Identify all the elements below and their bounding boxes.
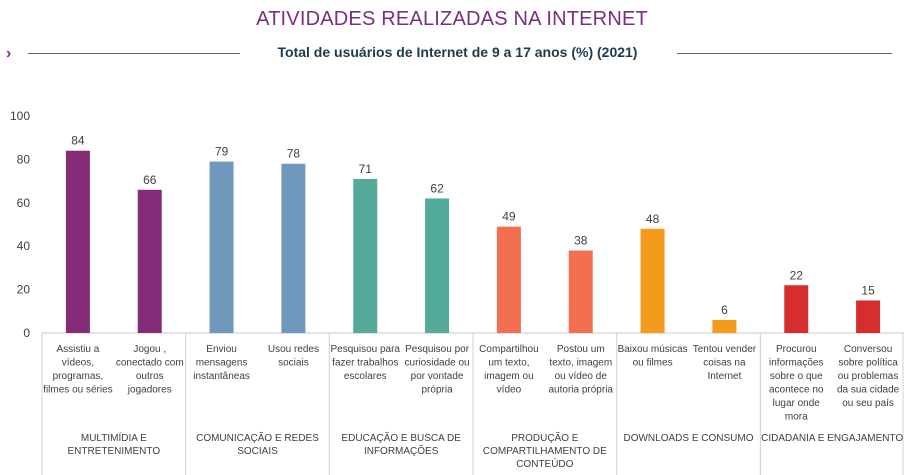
header-rule-right	[677, 53, 892, 54]
group-label: CIDADANIA E ENGAJAMENTO	[761, 433, 903, 444]
group-label: DOWNLOADS E CONSUMO	[623, 433, 753, 444]
y-tick-label: 100	[10, 109, 30, 123]
bar	[496, 226, 521, 333]
bar	[281, 163, 306, 333]
category-label: Tentou vender coisas na Internet	[693, 344, 757, 382]
bar	[425, 198, 450, 333]
y-tick-label: 60	[17, 196, 31, 210]
y-tick-label: 0	[23, 326, 30, 340]
category-label: Assistiu a vídeos, programas, filmes ou sér…	[43, 344, 112, 396]
category-label: Enviou mensagens instantâneas	[193, 344, 250, 382]
bar	[784, 285, 809, 333]
bar	[209, 161, 234, 333]
data-label: 49	[502, 210, 516, 224]
bar	[568, 250, 593, 333]
category-label: Postou um texto, imagem ou vídeo de autoria…	[549, 344, 614, 396]
data-label: 38	[574, 234, 588, 248]
data-label: 15	[861, 283, 875, 297]
data-label: 48	[646, 212, 660, 226]
header-rule-left	[28, 53, 240, 54]
category-label: Baixou músicas ou filmes	[618, 344, 688, 369]
group-label: PRODUÇÃO E COMPARTILHAMENTO DE CONTEÚDO	[483, 431, 607, 470]
data-label: 79	[215, 145, 229, 159]
data-label: 62	[430, 181, 444, 195]
group-label: MULTIMÍDIA E ENTRETENIMENTO	[68, 431, 161, 457]
bar	[640, 228, 665, 333]
category-label: Jogou , conectado com outros jogadores	[116, 344, 184, 396]
category-label: Conversou sobre política ou problemas da su…	[837, 344, 900, 409]
category-label: Procurou informações sobre o que acontece n…	[769, 344, 824, 423]
bar	[137, 189, 162, 333]
chart-title: ATIVIDADES REALIZADAS NA INTERNET	[256, 8, 648, 30]
bar	[65, 150, 90, 333]
chevron-right-icon: ›	[6, 45, 12, 62]
data-label: 22	[790, 268, 804, 282]
group-label: EDUCAÇÃO E BUSCA DE INFORMAÇÕES	[341, 431, 461, 457]
y-tick-label: 80	[17, 152, 31, 166]
data-label: 66	[143, 173, 157, 187]
chart-subtitle: Total de usuários de Internet de 9 a 17 …	[277, 44, 638, 60]
bar	[712, 319, 737, 333]
category-label: Usou redes sociais	[268, 344, 319, 369]
data-label: 6	[721, 303, 728, 317]
data-label: 84	[71, 134, 85, 148]
data-label: 71	[359, 162, 373, 176]
y-tick-label: 20	[17, 283, 31, 297]
group-label: COMUNICAÇÃO E REDES SOCIAIS	[196, 431, 319, 457]
bar	[353, 178, 378, 333]
bar	[856, 300, 881, 333]
category-label: Pesquisou por curiosidade ou por vontade pr…	[405, 344, 470, 396]
category-label: Pesquisou para fazer trabalhos escolares	[331, 344, 401, 382]
data-label: 78	[287, 147, 301, 161]
y-tick-label: 40	[17, 239, 31, 253]
category-label: Compartilhou um texto, imagem ou vídeo	[479, 344, 538, 396]
